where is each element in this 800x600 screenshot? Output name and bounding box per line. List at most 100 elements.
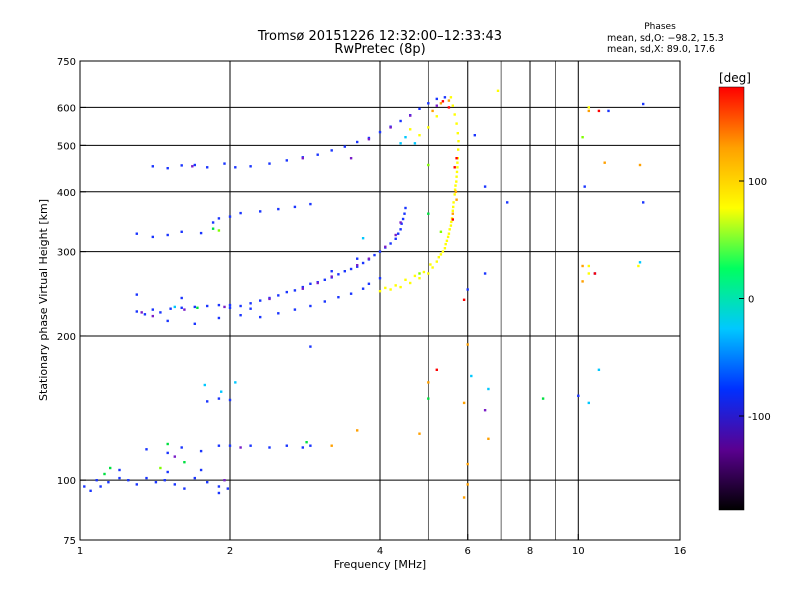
data-point	[135, 293, 138, 296]
data-point	[422, 270, 426, 274]
y-tick-label: 500	[57, 141, 76, 152]
data-point	[234, 166, 237, 169]
data-point	[394, 284, 397, 287]
data-point	[583, 185, 586, 188]
data-point	[180, 230, 183, 233]
data-point	[397, 232, 400, 235]
data-point	[217, 485, 221, 488]
data-point	[409, 128, 412, 131]
data-point	[448, 228, 451, 231]
x-tick-label: 6	[465, 546, 471, 557]
data-point	[427, 102, 430, 105]
x-tick-label: 4	[377, 546, 383, 557]
data-point	[456, 166, 459, 169]
data-point	[361, 287, 365, 290]
data-point	[466, 288, 469, 291]
data-point	[151, 165, 154, 168]
data-point	[361, 237, 365, 240]
data-point	[449, 96, 453, 99]
data-point	[151, 314, 154, 318]
data-point	[453, 188, 457, 191]
data-point	[453, 166, 456, 169]
data-point	[145, 448, 148, 451]
data-point	[389, 126, 392, 129]
data-point	[285, 444, 288, 447]
data-point	[173, 483, 176, 486]
data-point	[173, 305, 176, 309]
data-point	[435, 97, 438, 101]
phase-stats-o: mean, sd,O: −98.2, 15.3	[607, 33, 724, 44]
data-point	[323, 300, 326, 303]
data-point	[456, 132, 459, 135]
data-point	[349, 267, 353, 271]
data-point	[427, 397, 430, 400]
data-point	[443, 96, 447, 99]
data-point	[285, 290, 288, 294]
data-point	[180, 446, 183, 449]
data-point	[249, 444, 252, 447]
data-point	[435, 260, 438, 263]
data-point	[99, 485, 102, 488]
data-point	[337, 273, 340, 276]
data-point	[183, 461, 186, 464]
data-point	[487, 437, 490, 440]
data-point	[127, 479, 130, 482]
data-point	[441, 250, 445, 253]
data-point	[183, 308, 186, 311]
data-point	[466, 462, 469, 466]
data-point	[259, 315, 262, 319]
data-point	[455, 175, 458, 178]
data-point	[394, 233, 397, 237]
data-point	[293, 205, 297, 209]
data-point	[607, 109, 610, 113]
data-point	[435, 104, 438, 107]
y-tick-label: 750	[57, 57, 76, 68]
data-point	[199, 231, 203, 235]
data-point	[330, 270, 333, 273]
data-point	[343, 145, 346, 148]
data-point	[577, 394, 580, 397]
data-point	[462, 401, 466, 405]
data-point	[356, 140, 359, 144]
data-point	[228, 215, 232, 218]
data-point	[206, 481, 209, 484]
data-point	[453, 193, 456, 196]
x-tick-label: 16	[674, 546, 687, 557]
data-point	[183, 487, 186, 490]
data-point	[293, 289, 297, 292]
data-point	[378, 250, 382, 253]
data-point	[268, 297, 271, 301]
data-point	[217, 303, 221, 307]
data-point	[223, 479, 226, 482]
data-point	[223, 162, 226, 165]
data-point	[496, 89, 500, 92]
data-point	[249, 165, 252, 168]
data-point	[597, 109, 601, 113]
chart-title-line2: RwPretec (8p)	[334, 42, 426, 57]
data-point	[506, 201, 509, 204]
data-point	[180, 164, 183, 167]
data-point	[418, 272, 421, 275]
data-point	[103, 472, 106, 476]
data-point	[642, 201, 645, 204]
data-point	[259, 210, 262, 213]
data-point	[193, 476, 196, 480]
x-axis-label: Frequency [MHz]	[334, 558, 426, 571]
data-point	[394, 237, 397, 240]
data-point	[454, 184, 457, 187]
data-point	[447, 99, 451, 102]
data-points	[83, 89, 645, 499]
data-point	[203, 383, 206, 387]
y-axis-ticks: 75 100 200 300 400 500 600 750	[57, 57, 86, 547]
data-point	[399, 221, 402, 224]
data-point	[466, 343, 469, 346]
data-point	[457, 140, 460, 143]
data-point	[301, 285, 304, 289]
data-point	[452, 205, 455, 209]
data-point	[173, 455, 176, 458]
data-point	[211, 221, 215, 224]
data-point	[337, 296, 340, 299]
data-point	[193, 163, 196, 167]
data-point	[166, 319, 169, 323]
